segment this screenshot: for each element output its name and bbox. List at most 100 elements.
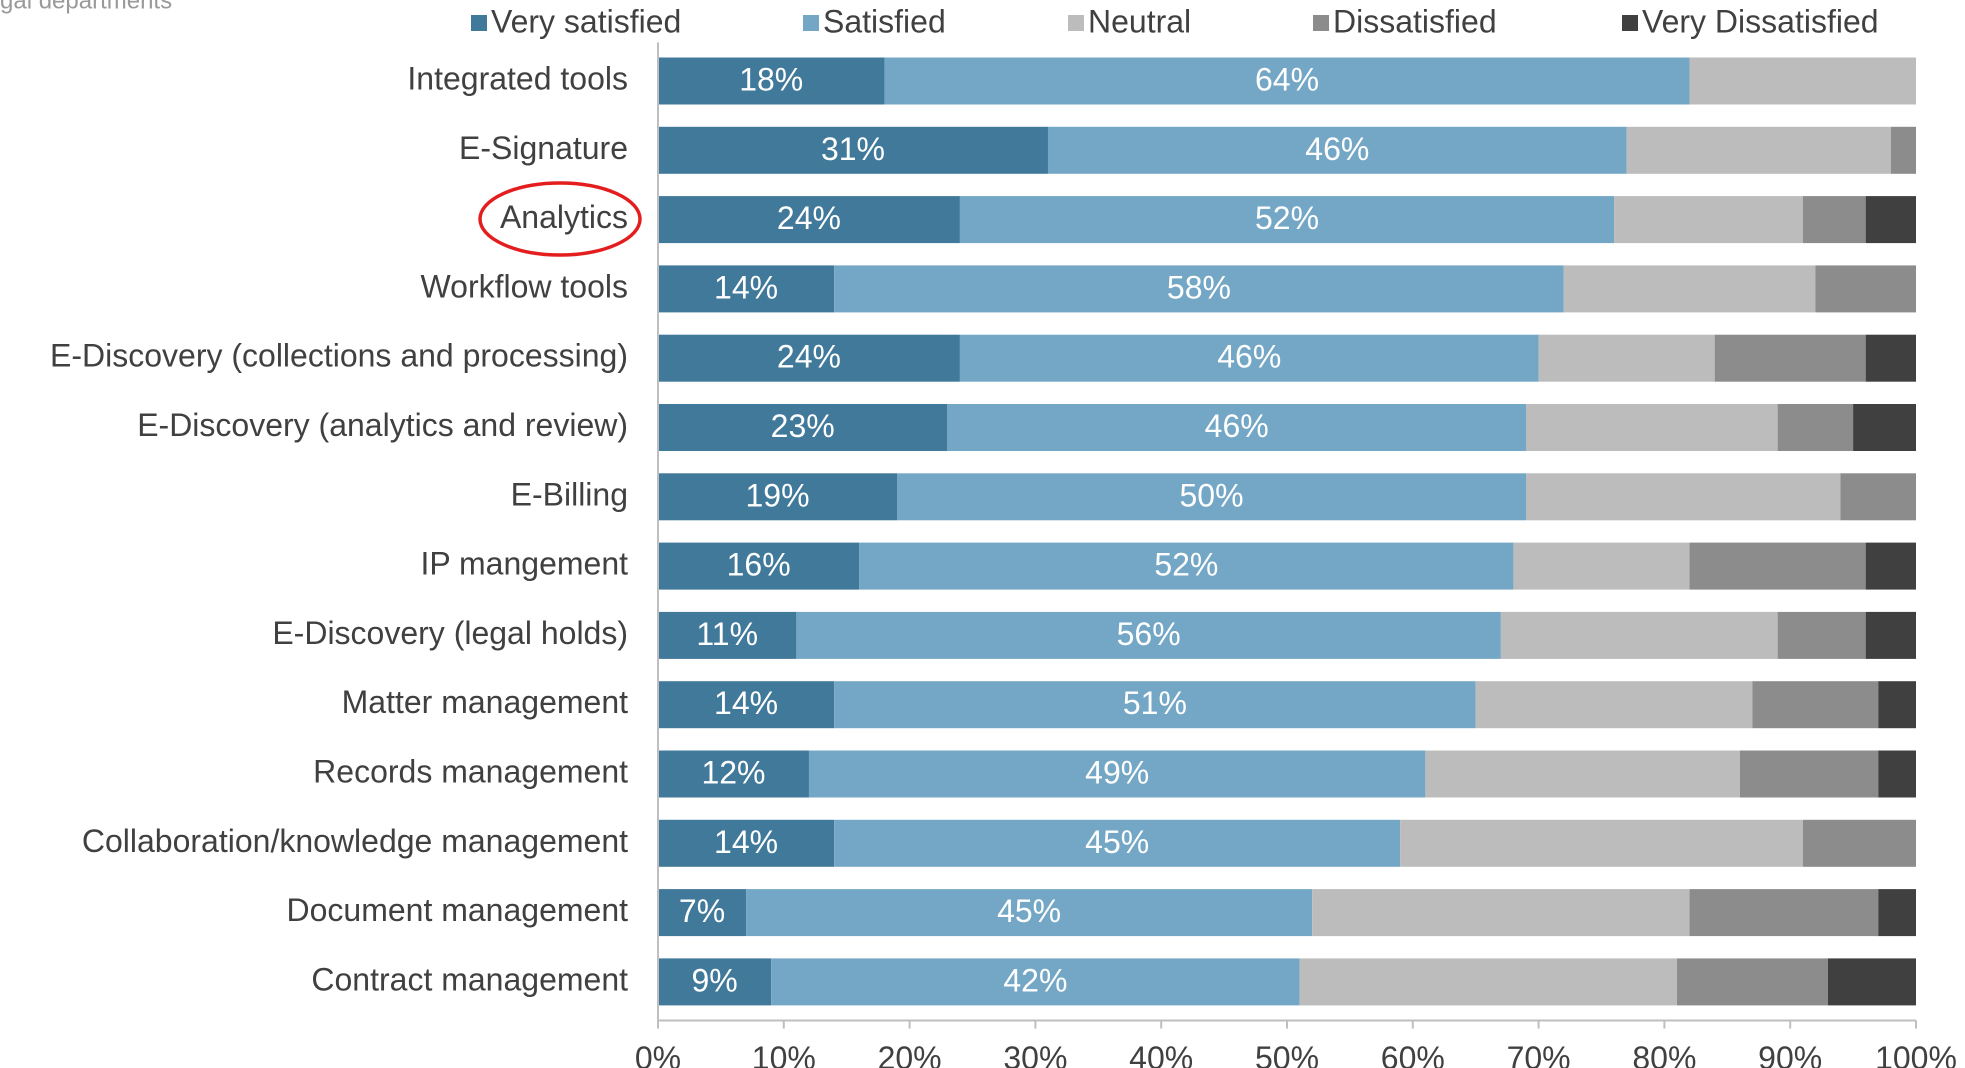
- bar-segment: [1513, 542, 1690, 590]
- bar-segment: [658, 819, 835, 867]
- bar-segment: [897, 473, 1527, 521]
- x-tick-label: 70%: [1507, 1040, 1571, 1068]
- subtitle: gal departments: [0, 0, 172, 14]
- bar-segment: [1777, 611, 1866, 659]
- x-tick-label: 60%: [1381, 1040, 1445, 1068]
- data-label: 11%: [696, 616, 758, 652]
- bar-segment: [1802, 196, 1866, 244]
- bar-segment: [1827, 958, 1916, 1006]
- bar-segment: [884, 57, 1690, 105]
- bar-segment: [1865, 334, 1916, 382]
- legend-label: Very Dissatisfied: [1642, 3, 1879, 39]
- data-label: 56%: [1117, 616, 1181, 652]
- bar-segment: [859, 542, 1514, 590]
- data-label: 42%: [1003, 962, 1067, 998]
- data-label: 16%: [727, 547, 791, 583]
- data-label: 24%: [777, 339, 841, 375]
- bar-segment: [658, 196, 960, 244]
- bar-segment: [1400, 819, 1803, 867]
- category-label: Records management: [313, 753, 628, 789]
- bar-segment: [796, 611, 1501, 659]
- bar-segment: [658, 404, 948, 451]
- bar-segment: [1865, 611, 1916, 659]
- x-tick-label: 100%: [1875, 1040, 1957, 1068]
- bar-segment: [1563, 265, 1816, 313]
- data-label: 50%: [1179, 477, 1243, 513]
- bar-segment: [1865, 542, 1916, 590]
- legend-swatch: [1622, 15, 1638, 31]
- bar-segment: [658, 958, 772, 1006]
- category-label: Collaboration/knowledge management: [82, 823, 628, 859]
- category-label: Workflow tools: [421, 268, 628, 304]
- data-label: 23%: [771, 408, 835, 444]
- bar-segment: [658, 542, 860, 590]
- data-label: 51%: [1123, 685, 1187, 721]
- data-label: 9%: [691, 962, 737, 998]
- data-label: 46%: [1217, 339, 1281, 375]
- bar-segment: [658, 473, 898, 521]
- bar-segment: [834, 681, 1476, 729]
- bar-segment: [658, 889, 747, 937]
- data-label: 46%: [1205, 408, 1269, 444]
- data-label: 46%: [1305, 131, 1369, 167]
- x-tick-label: 10%: [752, 1040, 816, 1068]
- category-label: Contract management: [311, 961, 628, 997]
- bar-segment: [1777, 404, 1854, 451]
- data-label: 19%: [745, 477, 809, 513]
- bar-segment: [1676, 958, 1828, 1006]
- bar-segment: [1312, 889, 1690, 937]
- data-label: 24%: [777, 200, 841, 236]
- bar-segment: [658, 334, 960, 382]
- bar-segment: [1853, 404, 1916, 451]
- x-tick-label: 0%: [635, 1040, 681, 1068]
- legend-label: Neutral: [1088, 3, 1191, 39]
- data-label: 58%: [1167, 269, 1231, 305]
- x-tick-label: 20%: [878, 1040, 942, 1068]
- category-label: Document management: [286, 892, 628, 928]
- bar-segment: [1878, 889, 1916, 937]
- bar-segment: [1739, 750, 1879, 798]
- bar-segment: [1878, 681, 1916, 729]
- data-label: 14%: [714, 269, 778, 305]
- x-tick-label: 90%: [1758, 1040, 1822, 1068]
- data-label: 14%: [714, 824, 778, 860]
- data-label: 7%: [679, 893, 725, 929]
- bar-segment: [1500, 611, 1778, 659]
- legend-swatch: [1313, 15, 1329, 31]
- bar-segment: [959, 196, 1615, 244]
- legend-label: Dissatisfied: [1333, 3, 1497, 39]
- legend-label: Very satisfied: [491, 3, 681, 39]
- bar-segment: [1865, 196, 1916, 244]
- data-label: 12%: [701, 754, 765, 790]
- data-label: 49%: [1085, 754, 1149, 790]
- category-label: E-Discovery (collections and processing): [50, 338, 628, 374]
- x-tick-label: 50%: [1255, 1040, 1319, 1068]
- category-label: E-Discovery (legal holds): [272, 615, 628, 651]
- x-tick-label: 80%: [1632, 1040, 1696, 1068]
- legend-swatch: [471, 15, 487, 31]
- bar-segment: [1815, 265, 1916, 313]
- category-label: IP mangement: [420, 546, 628, 582]
- bar-segment: [658, 750, 809, 798]
- bar-segment: [808, 750, 1426, 798]
- category-label: Integrated tools: [407, 60, 628, 96]
- data-label: 45%: [997, 893, 1061, 929]
- category-label: Matter management: [342, 684, 628, 720]
- bar-segment: [1425, 750, 1740, 798]
- bar-segment: [1475, 681, 1753, 729]
- bar-segment: [947, 404, 1527, 451]
- bar-segment: [1538, 334, 1715, 382]
- bar-segment: [658, 265, 835, 313]
- bar-segment: [834, 819, 1401, 867]
- bar-segment: [771, 958, 1300, 1006]
- category-label: E-Billing: [511, 476, 628, 512]
- bar-segment: [1878, 750, 1916, 798]
- x-tick-label: 30%: [1003, 1040, 1067, 1068]
- bar-segment: [1299, 958, 1677, 1006]
- category-label: Analytics: [500, 199, 628, 235]
- data-label: 14%: [714, 685, 778, 721]
- bar-segment: [1526, 404, 1778, 451]
- bar-segment: [1689, 542, 1866, 590]
- bar-segment: [959, 334, 1539, 382]
- bar-segment: [1626, 126, 1891, 174]
